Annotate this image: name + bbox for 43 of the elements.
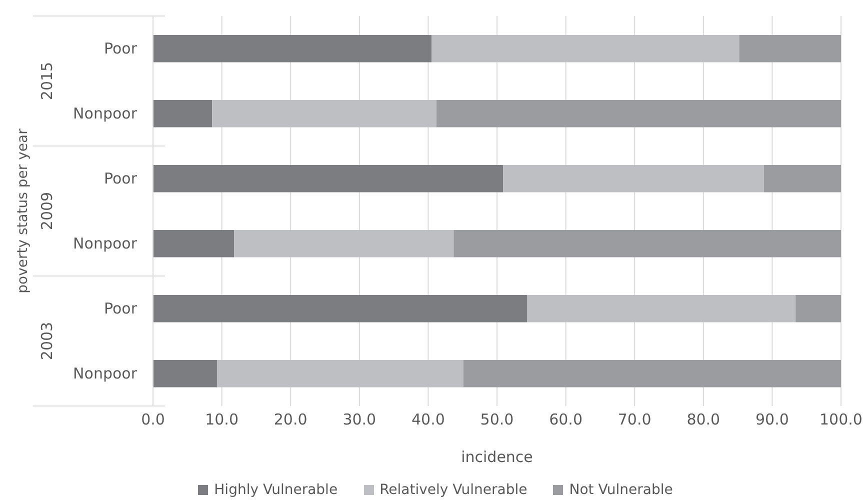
bar [153,295,528,322]
bar [153,35,432,62]
bar [436,100,841,128]
y-tick-label: Poor [104,40,138,58]
bar [212,100,436,128]
x-tick-label: 50.0 [480,410,514,429]
legend-label: Not Vulnerable [569,482,673,498]
legend-label: Highly Vulnerable [214,482,338,498]
bar [463,360,841,388]
y-tick-label: Poor [104,170,138,188]
x-tick-label: 70.0 [618,410,652,429]
y-axis-title: poverty status per year [14,128,31,294]
bar [527,295,796,322]
bar [796,295,841,322]
text: 2009 [38,192,56,230]
x-tick-label: 40.0 [411,410,445,429]
bar [503,165,764,192]
y-tick-label: Nonpoor [73,234,138,252]
x-tick-label: 30.0 [342,410,376,429]
bar [234,230,454,258]
bar [454,230,841,258]
x-tick-label: 20.0 [274,410,308,429]
bar [432,35,740,62]
legend-label: Relatively Vulnerable [380,482,528,498]
bar [153,230,234,258]
y-tick-label: Nonpoor [73,364,138,382]
x-tick-label: 80.0 [686,410,720,429]
bar [216,360,464,388]
text: 2015 [38,62,56,100]
bar [153,360,217,388]
bar [153,100,212,128]
x-tick-label: 10.0 [205,410,239,429]
x-axis-title: incidence [461,448,533,466]
x-tick-label: 0.0 [141,410,165,429]
bar [764,165,841,192]
x-tick-label: 90.0 [755,410,789,429]
bar [739,35,841,62]
y-tick-label: Nonpoor [73,104,138,122]
bar [153,165,504,192]
x-tick-label: 100.0 [820,410,862,429]
text: 2003 [38,322,56,360]
x-tick-label: 60.0 [549,410,583,429]
y-tick-label: Poor [104,300,138,318]
